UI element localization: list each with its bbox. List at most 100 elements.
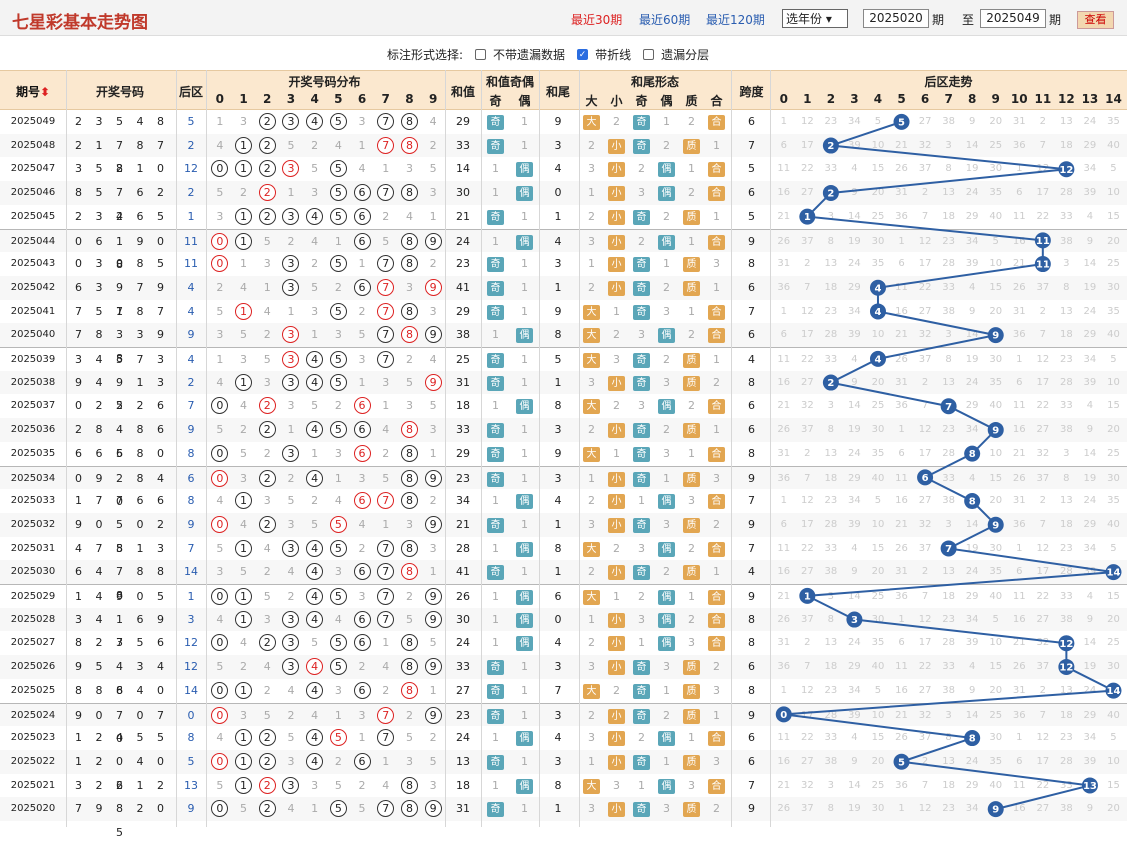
tail-shape-cell: 合 <box>704 110 729 134</box>
digit-ball: 6 <box>353 397 371 415</box>
digit-cell: 2 <box>405 590 413 603</box>
tail-shape-cell: 合 <box>704 323 729 347</box>
digit-cell: 5 <box>216 778 224 792</box>
back-trend-point: 7 <box>940 398 957 415</box>
digit-cell: 5 <box>216 660 224 674</box>
span-cell: 7 <box>748 541 755 555</box>
back-miss-cell: 30 <box>1107 281 1120 293</box>
digit-cell: 8 <box>398 631 422 655</box>
digit-ball: 2 <box>258 421 276 439</box>
digit-cell: 5 <box>405 375 413 389</box>
back-miss-cell: 4 <box>1086 210 1094 222</box>
tail-shape-cell: 3 <box>588 660 595 674</box>
back-miss-cell: 35 <box>871 258 885 270</box>
tail-shape-cell: 1 <box>713 708 720 722</box>
digit-cell: 3 <box>358 471 366 485</box>
back-miss-cell: 40 <box>989 400 1003 412</box>
period-60-link[interactable]: 最近60期 <box>639 13 691 27</box>
polyline-checkbox[interactable]: ✓ <box>577 49 589 60</box>
back-cell: 4 <box>187 304 195 318</box>
hdr-odd2: 奇 <box>635 94 648 108</box>
back-miss-cell: 14 <box>965 329 979 341</box>
back-miss-cell: 36 <box>895 591 908 602</box>
period-cell: 2025027 <box>10 637 56 649</box>
back-miss-cell: 18 <box>1060 139 1073 151</box>
back-cell: 8 <box>187 446 195 460</box>
tail-shape-cell: 偶 <box>654 394 679 418</box>
digit-ball: 8 <box>400 232 418 250</box>
sum-even-cell: 偶 <box>510 157 539 181</box>
back-miss-cell: 20 <box>871 755 885 767</box>
digit-cell: 5 <box>240 565 248 579</box>
back-miss-cell: 22 <box>1036 210 1050 222</box>
tail-shape-cell: 偶 <box>654 585 679 609</box>
tail-shape-cell: 合 <box>704 537 729 561</box>
tail-shape-cell: 2 <box>638 162 645 176</box>
back-miss-cell: 8 <box>945 732 952 744</box>
digit-cell: 2 <box>240 186 248 200</box>
tail-shape-cell: 3 <box>713 754 720 768</box>
col-dist: 开奖号码分布 <box>288 75 361 89</box>
sum-odd-cell: 1 <box>492 612 499 626</box>
sum-odd-cell: 1 <box>492 234 499 248</box>
digit-cell: 4 <box>240 517 248 531</box>
back-miss-cell: 8 <box>1063 472 1070 484</box>
back-miss-cell: 12 <box>918 424 932 436</box>
back-miss-cell: 31 <box>1012 684 1026 696</box>
period-120-link[interactable]: 最近120期 <box>706 13 765 27</box>
period-30-link[interactable]: 最近30期 <box>571 13 623 27</box>
back-miss-cell: 35 <box>871 637 885 649</box>
back-miss-cell: 25 <box>1107 637 1120 649</box>
tail-cell: 4 <box>554 234 562 248</box>
digit-cell: 1 <box>232 134 256 158</box>
digit-cell: 3 <box>311 186 319 200</box>
back-miss-cell: 37 <box>800 613 814 625</box>
back-miss-cell: 2 <box>804 447 811 459</box>
back-trend-point: 9 <box>987 801 1004 818</box>
back-miss-cell: 2 <box>1039 495 1046 507</box>
back-trend-point: 8 <box>964 445 981 462</box>
year-select[interactable]: 选年份 ▾ <box>782 9 848 28</box>
layer-checkbox[interactable] <box>643 49 655 60</box>
digit-cell: 5 <box>311 280 319 294</box>
back-miss-cell: 16 <box>777 566 791 578</box>
digit-cell: 4 <box>216 138 224 152</box>
back-miss-cell: 34 <box>965 235 979 247</box>
tail-shape-cell: 2 <box>613 683 620 697</box>
back-miss-cell: 3 <box>945 709 952 721</box>
table-row: 2025048 2 1 7 8 7 8 2 4 1 2 5 2 4 1 7 8 2 33 奇 1 3 2 小奇 2 质 1… <box>0 133 1127 175</box>
no-miss-checkbox[interactable] <box>475 49 487 60</box>
back-miss-cell: 8 <box>827 613 835 625</box>
layer-label: 遗漏分层 <box>661 48 710 62</box>
back-miss-cell: 39 <box>848 329 861 341</box>
polyline-label: 带折线 <box>595 48 632 62</box>
from-period-input[interactable]: 2025020 <box>863 9 929 28</box>
digit-cell: 3 <box>311 304 319 318</box>
digit-cell: 2 <box>382 209 390 223</box>
back-cell: 4 <box>187 280 195 294</box>
period-cell: 2025043 <box>10 258 56 270</box>
col-period[interactable]: 期号⬍ <box>15 85 51 99</box>
back-miss-cell: 21 <box>1012 447 1026 459</box>
back-miss-cell: 25 <box>1107 258 1120 270</box>
back-miss-cell: 23 <box>942 424 955 436</box>
back-miss-cell: 36 <box>777 661 791 673</box>
sum-even-cell: 1 <box>521 565 528 579</box>
back-miss-cell: 37 <box>918 732 932 744</box>
back-miss-cell: 34 <box>1083 354 1097 365</box>
win-number-cell: 3 2 2 1 2 8 <box>75 778 169 816</box>
digit-ball: 2 <box>258 136 276 154</box>
digit-ball: 6 <box>353 421 371 439</box>
svg-text:14: 14 <box>1107 686 1121 697</box>
digit-ball: 2 <box>258 515 276 533</box>
from-unit: 期 <box>932 13 945 27</box>
digit-cell: 4 <box>382 778 390 792</box>
digit-ball: 2 <box>258 397 276 415</box>
tail-shape-cell: 3 <box>688 494 695 508</box>
to-period-input[interactable]: 2025049 <box>980 9 1046 28</box>
view-button[interactable]: 查看 <box>1077 11 1114 29</box>
back-miss-cell: 21 <box>1012 258 1026 270</box>
tail-shape-cell: 1 <box>638 778 645 792</box>
back-miss-cell: 34 <box>1083 732 1097 744</box>
